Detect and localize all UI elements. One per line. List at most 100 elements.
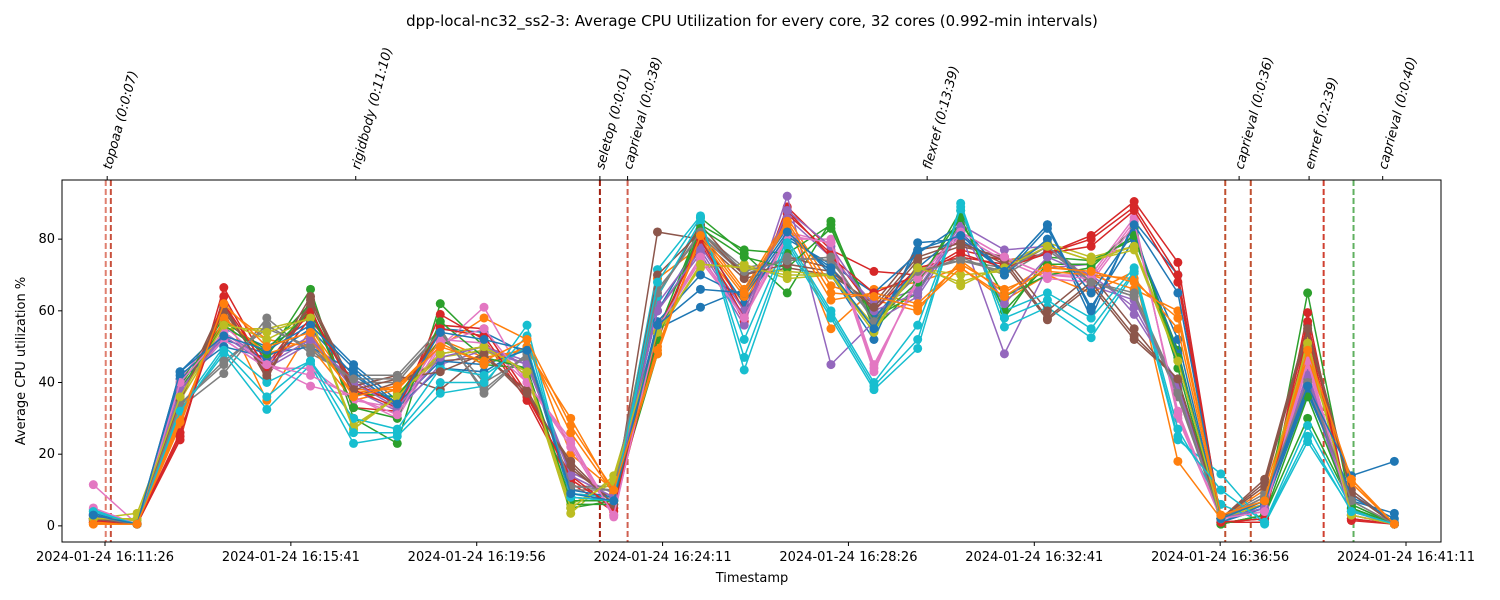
data-point — [306, 327, 316, 337]
data-point — [1389, 519, 1399, 529]
data-point — [956, 270, 966, 280]
data-point — [262, 327, 272, 337]
stage-label: caprieval (0:0:36) — [1232, 55, 1276, 171]
data-point — [262, 392, 272, 402]
data-point — [566, 421, 576, 431]
data-point — [999, 313, 1009, 323]
data-point — [1042, 252, 1052, 262]
data-point — [566, 428, 576, 438]
data-point — [1303, 324, 1313, 334]
data-point — [1173, 388, 1183, 398]
data-point — [479, 349, 489, 359]
data-point — [1389, 456, 1399, 466]
data-point — [1086, 333, 1096, 343]
data-point — [1303, 431, 1313, 441]
data-point — [479, 356, 489, 366]
data-point — [566, 489, 576, 499]
data-point — [739, 252, 749, 262]
data-point — [88, 480, 98, 490]
data-point — [435, 309, 445, 319]
data-point — [1173, 270, 1183, 280]
x-tick-label: 2024-01-24 16:19:56 — [408, 550, 546, 565]
data-point — [869, 324, 879, 334]
data-point — [739, 365, 749, 375]
data-point — [219, 283, 229, 293]
x-tick-label: 2024-01-24 16:11:26 — [36, 550, 174, 565]
data-point — [999, 252, 1009, 262]
series — [88, 216, 1399, 529]
plot-frame — [61, 179, 1442, 543]
data-point — [435, 299, 445, 309]
data-point — [522, 345, 532, 355]
data-point — [1216, 510, 1226, 520]
data-point — [1042, 241, 1052, 251]
data-point — [1086, 256, 1096, 266]
data-point — [175, 417, 185, 427]
data-point — [349, 374, 359, 384]
data-point — [695, 245, 705, 255]
x-tick-label: 2024-01-24 16:28:26 — [779, 550, 917, 565]
x-tick-label: 2024-01-24 16:15:41 — [222, 550, 360, 565]
data-point — [739, 288, 749, 298]
data-point — [913, 263, 923, 273]
data-point — [1086, 241, 1096, 251]
data-point — [479, 313, 489, 323]
data-point — [695, 231, 705, 241]
y-tick-label: 80 — [38, 232, 55, 247]
data-point — [739, 313, 749, 323]
data-point — [435, 367, 445, 377]
data-point — [306, 313, 316, 323]
data-point — [1086, 324, 1096, 334]
data-point — [956, 202, 966, 212]
data-point — [1173, 456, 1183, 466]
data-point — [1042, 288, 1052, 298]
data-point — [1173, 431, 1183, 441]
data-point — [175, 428, 185, 438]
data-point — [999, 266, 1009, 276]
data-point — [1129, 202, 1139, 212]
x-tick-label: 2024-01-24 16:24:11 — [594, 550, 732, 565]
data-point — [826, 266, 836, 276]
chart-title: dpp-local-nc32_ss2-3: Average CPU Utiliz… — [406, 12, 1098, 31]
data-point — [262, 320, 272, 330]
data-point — [262, 404, 272, 414]
data-point — [522, 388, 532, 398]
data-point — [1216, 485, 1226, 495]
data-point — [1086, 288, 1096, 298]
data-point — [522, 367, 532, 377]
data-point — [1042, 270, 1052, 280]
data-point — [826, 223, 836, 233]
data-point — [1303, 288, 1313, 298]
data-point — [349, 392, 359, 402]
x-axis-label: Timestamp — [715, 571, 789, 586]
data-point — [1129, 266, 1139, 276]
data-point — [999, 284, 1009, 294]
data-point — [306, 291, 316, 301]
data-point — [306, 370, 316, 380]
data-point — [695, 213, 705, 223]
data-point — [739, 263, 749, 273]
data-point — [652, 227, 662, 237]
data-point — [869, 266, 879, 276]
data-point — [1086, 266, 1096, 276]
x-tick-label: 2024-01-24 16:41:11 — [1337, 550, 1475, 565]
data-point — [869, 291, 879, 301]
series — [88, 241, 1399, 529]
data-point — [1129, 277, 1139, 287]
data-point — [392, 428, 402, 438]
data-point — [956, 238, 966, 248]
data-point — [1260, 496, 1270, 506]
data-point — [869, 302, 879, 312]
data-point — [306, 320, 316, 330]
data-point — [956, 263, 966, 273]
data-point — [1216, 469, 1226, 479]
stage-label: caprieval (0:0:40) — [1376, 55, 1420, 171]
data-point — [88, 519, 98, 529]
series — [88, 241, 1399, 529]
data-point — [1303, 338, 1313, 348]
data-point — [826, 252, 836, 262]
y-tick-label: 0 — [47, 519, 55, 534]
data-point — [349, 385, 359, 395]
data-point — [609, 485, 619, 495]
data-point — [956, 277, 966, 287]
